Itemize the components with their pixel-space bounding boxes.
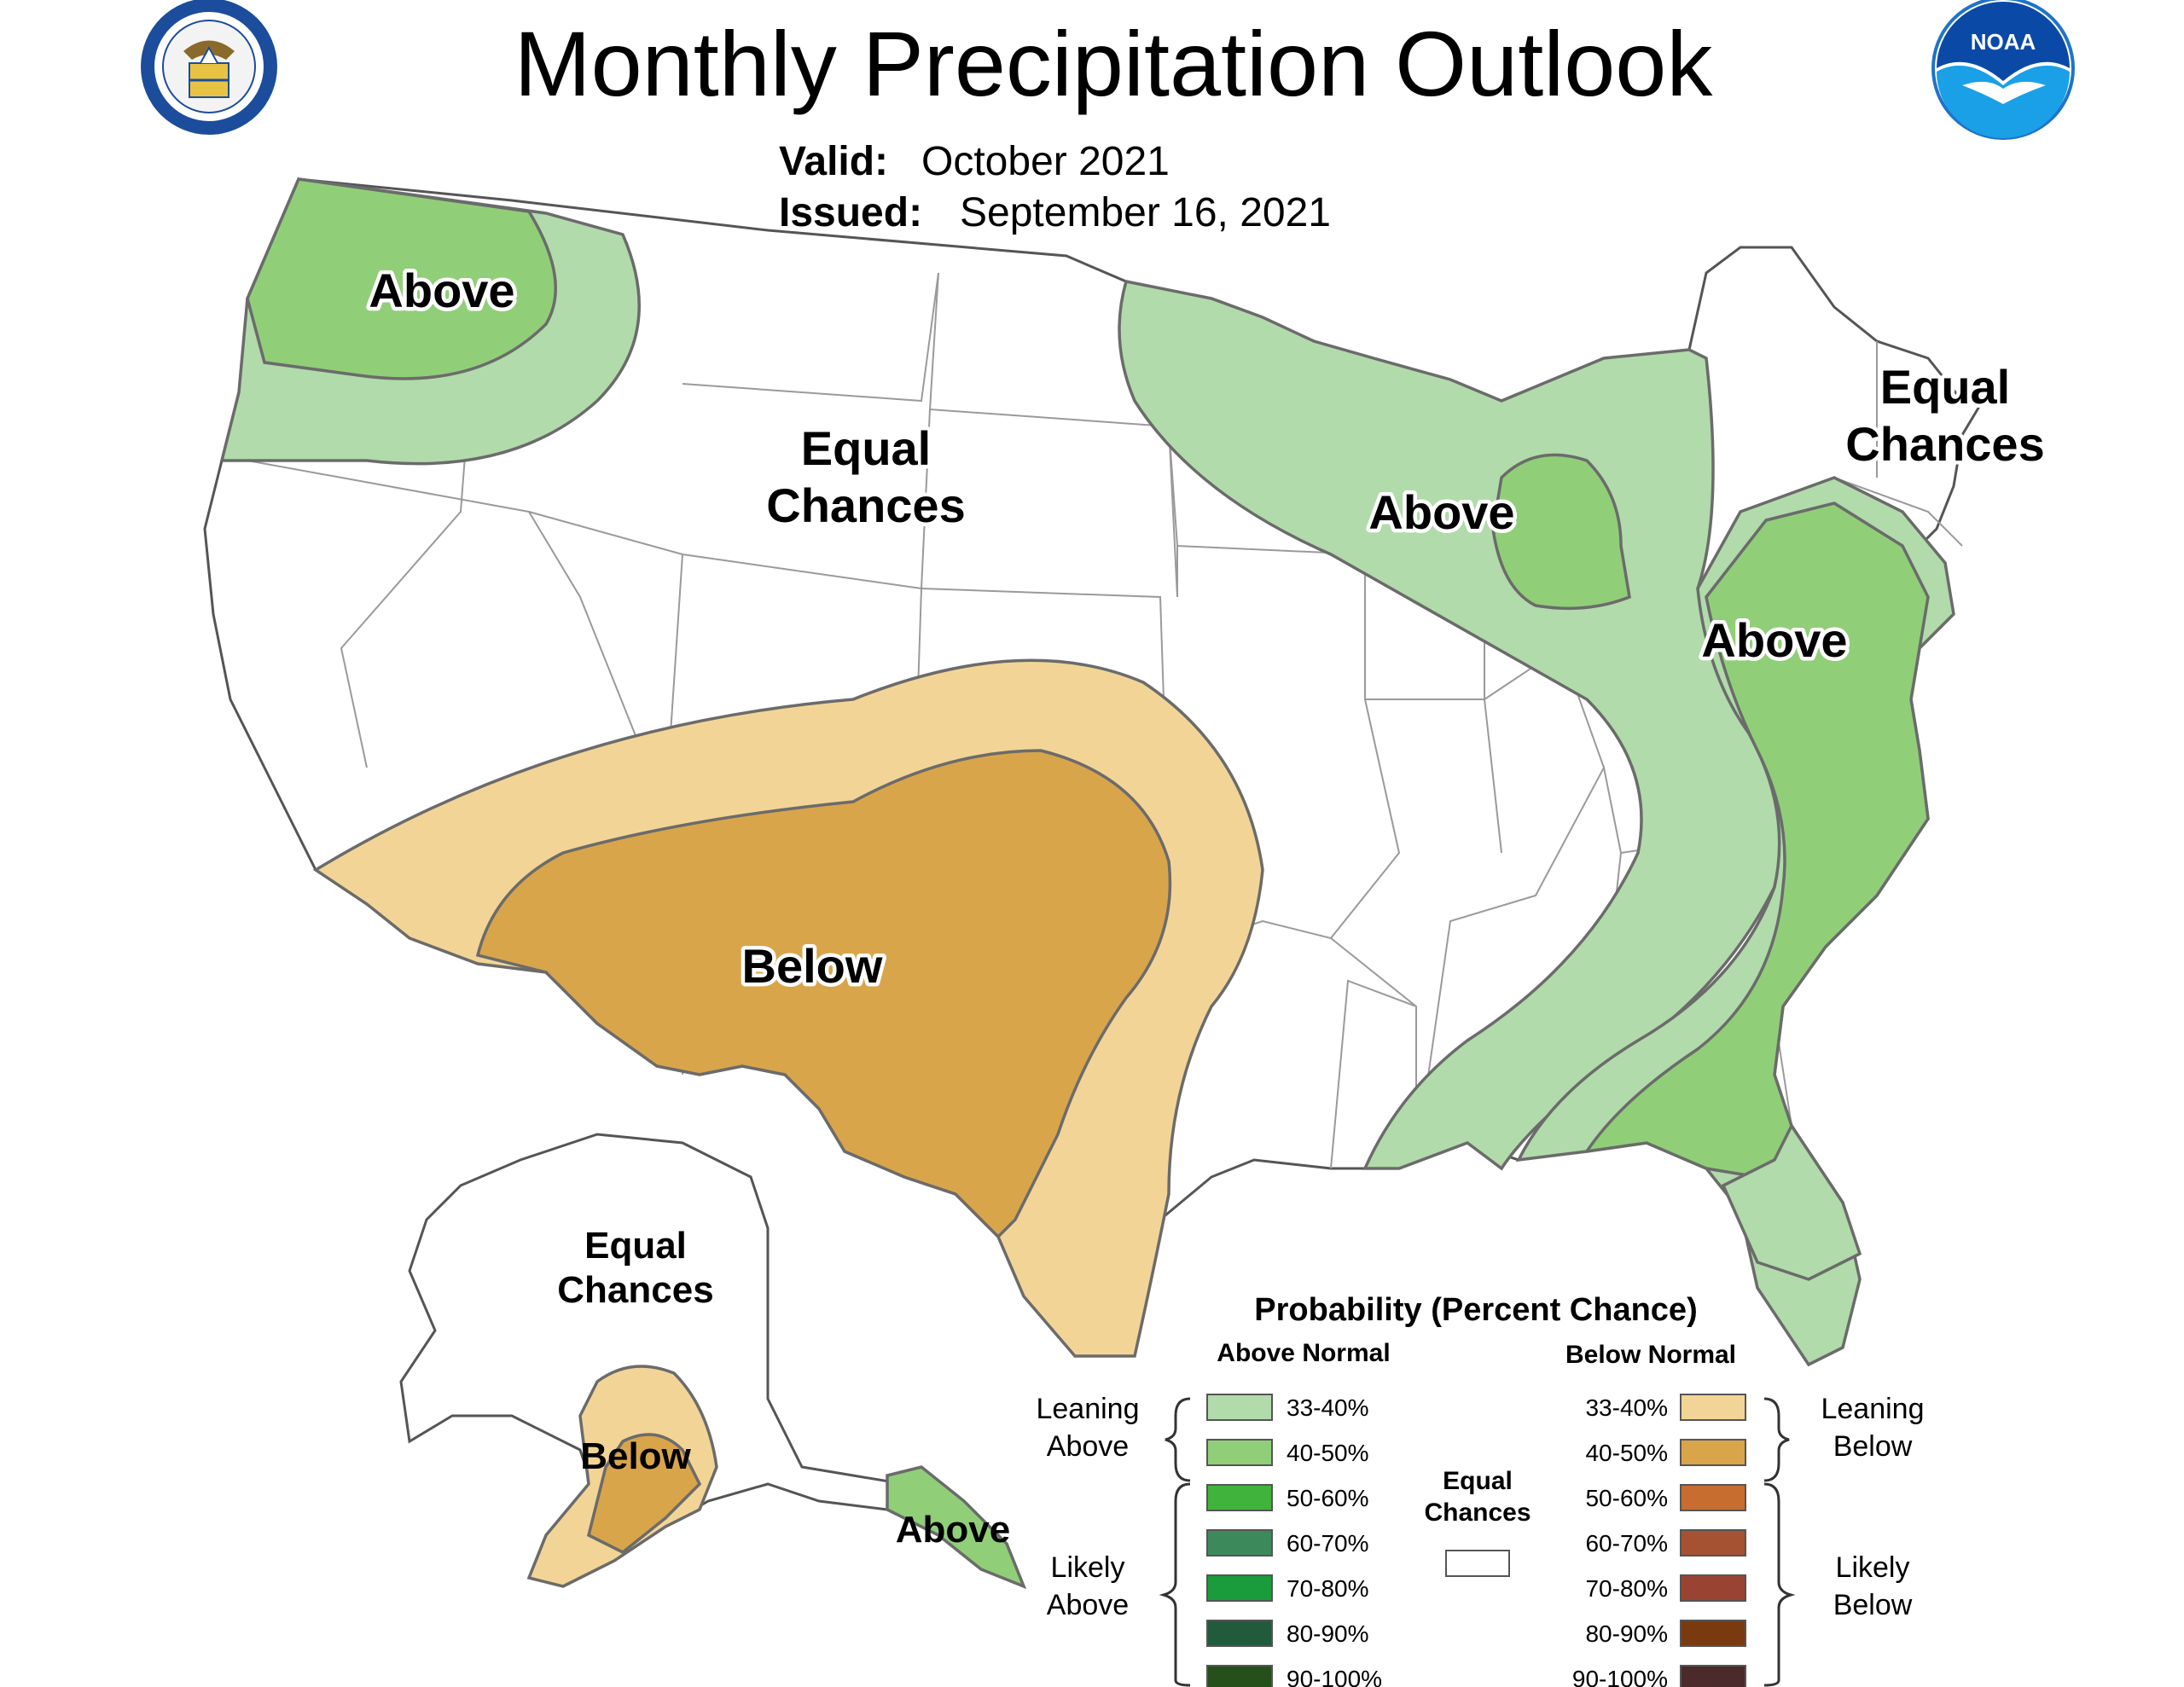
northwest-above-40-50-region xyxy=(246,177,557,380)
southwest-below-40-50-region xyxy=(475,749,1172,1239)
alaska-below-label: Below xyxy=(580,1435,691,1477)
below-normal-swatch-label-6: 80-90% xyxy=(1585,1620,1668,1647)
below-normal-swatch-1 xyxy=(1680,1394,1746,1421)
above-normal-swatch-group: 33-40% 40-50% 50-60% 60-70% 70-80% 80-90% 90-1… xyxy=(1206,1394,1382,1687)
below-normal-swatch-label-1: 33-40% xyxy=(1585,1394,1668,1421)
below-normal-swatch-label-3: 50-60% xyxy=(1585,1485,1668,1511)
legend-leaning-below-line1: Leaning xyxy=(1821,1393,1924,1425)
below-normal-swatch-5 xyxy=(1680,1574,1746,1602)
southwest-below-label: Below xyxy=(742,939,883,993)
above-normal-swatch-3 xyxy=(1206,1484,1273,1511)
above-normal-swatch-label-6: 80-90% xyxy=(1287,1620,1369,1647)
legend-leaning-above-line1: Leaning xyxy=(1036,1393,1139,1425)
brace-leaning-below xyxy=(1763,1397,1790,1482)
alaska-equal-chances-label-line2: Chances xyxy=(557,1269,713,1311)
above-normal-swatch-label-3: 50-60% xyxy=(1287,1485,1369,1511)
below-normal-swatch-label-5: 70-80% xyxy=(1585,1575,1668,1602)
valid-label: Valid: xyxy=(779,139,888,184)
above-normal-swatch-label-4: 60-70% xyxy=(1287,1530,1369,1557)
legend-equal-chances-line1: Equal xyxy=(1443,1467,1513,1495)
below-normal-swatch-4 xyxy=(1680,1529,1746,1557)
above-normal-swatch-4 xyxy=(1206,1529,1273,1557)
legend-likely-above-line2: Above xyxy=(1047,1589,1129,1621)
legend-leaning-below-line2: Below xyxy=(1833,1430,1913,1463)
legend-above-header: Above Normal xyxy=(1217,1339,1390,1367)
northwest-above-label: Above xyxy=(369,264,514,317)
legend-likely-below-line2: Below xyxy=(1833,1589,1913,1621)
valid-value: October 2021 xyxy=(921,139,1170,184)
great-lakes-above-label: Above xyxy=(1368,485,1514,539)
above-normal-swatch-label-7: 90-100% xyxy=(1287,1666,1382,1687)
above-normal-swatch-2 xyxy=(1206,1439,1273,1466)
issued-value: September 16, 2021 xyxy=(960,190,1331,235)
above-normal-swatch-1 xyxy=(1206,1394,1273,1421)
below-normal-swatch-group: 33-40% 40-50% 50-60% 60-70% 70-80% 80-90% 90-1… xyxy=(1572,1394,1746,1687)
legend: Probability (Percent Chance) Above Norma… xyxy=(1036,1292,1925,1687)
below-normal-swatch-2 xyxy=(1680,1439,1746,1466)
brace-likely-below xyxy=(1763,1482,1796,1687)
legend-likely-above-line1: Likely xyxy=(1051,1551,1125,1584)
florida-leaning-above-region xyxy=(1721,1122,1862,1281)
northeast-equal-chances-label-line2: Chances xyxy=(1845,417,2044,471)
above-normal-swatch-label-5: 70-80% xyxy=(1287,1575,1369,1602)
legend-title: Probability (Percent Chance) xyxy=(1254,1292,1697,1328)
alaska-outline xyxy=(399,1133,1026,1589)
alaska-equal-chances-label-line1: Equal xyxy=(584,1225,687,1267)
eastern-above-label: Above xyxy=(1701,613,1847,667)
center-equal-chances-label-line1: Equal xyxy=(801,421,931,475)
department-of-commerce-seal-icon xyxy=(141,0,277,135)
northeast-equal-chances-label-line1: Equal xyxy=(1880,360,2010,414)
page-title: Monthly Precipitation Outlook xyxy=(514,12,1714,115)
legend-below-header: Below Normal xyxy=(1565,1341,1736,1369)
noaa-logo-icon: NOAA xyxy=(1931,0,2075,140)
issued-label: Issued: xyxy=(779,190,922,235)
above-normal-swatch-label-2: 40-50% xyxy=(1287,1440,1369,1466)
below-normal-swatch-label-4: 60-70% xyxy=(1585,1530,1668,1557)
brace-likely-above xyxy=(1159,1482,1191,1687)
alaska-below-40-50-region xyxy=(586,1433,702,1555)
below-normal-swatch-label-7: 90-100% xyxy=(1572,1666,1668,1687)
below-normal-swatch-7 xyxy=(1680,1665,1746,1687)
brace-leaning-above xyxy=(1165,1397,1191,1482)
legend-equal-chances-line2: Chances xyxy=(1424,1499,1531,1527)
above-normal-swatch-7 xyxy=(1206,1665,1273,1687)
michigan-above-40-50-region xyxy=(1491,453,1631,611)
legend-leaning-above-line2: Above xyxy=(1047,1430,1129,1463)
alaska-panhandle-above-label: Above xyxy=(896,1509,1010,1551)
below-normal-swatch-3 xyxy=(1680,1484,1746,1511)
alaska-panhandle-above-region xyxy=(886,1465,1027,1590)
center-equal-chances-label-line2: Chances xyxy=(766,478,965,532)
legend-equal-chances-swatch xyxy=(1445,1550,1510,1577)
legend-likely-below-line1: Likely xyxy=(1836,1551,1910,1584)
svg-text:NOAA: NOAA xyxy=(1971,29,2036,55)
below-normal-swatch-label-2: 40-50% xyxy=(1585,1440,1668,1466)
above-normal-swatch-5 xyxy=(1206,1574,1273,1602)
below-normal-swatch-6 xyxy=(1680,1620,1746,1647)
above-normal-swatch-6 xyxy=(1206,1620,1273,1647)
above-normal-swatch-label-1: 33-40% xyxy=(1287,1394,1369,1421)
